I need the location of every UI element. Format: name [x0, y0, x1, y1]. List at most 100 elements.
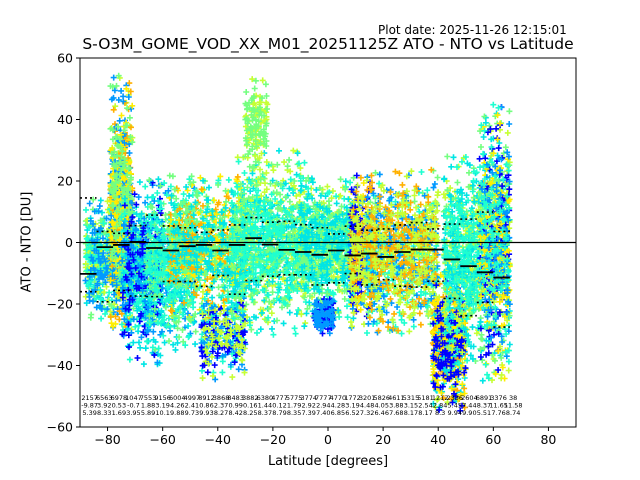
bin-stat-label: 8.27: [214, 409, 228, 417]
bin-stat-label: 4.48: [360, 401, 374, 409]
x-tick-label: 80: [540, 432, 556, 447]
bin-stat-label: 3.19: [345, 401, 359, 409]
bin-stat-label: 9156: [154, 394, 171, 402]
x-tick-label: 20: [375, 432, 391, 447]
bin-stat-label: 6978: [111, 394, 128, 402]
bin-stat-label: 6.52: [345, 409, 359, 417]
bin-stat-label: 6563: [96, 394, 113, 402]
bin-stat-label: 1772: [344, 394, 361, 402]
bin-stat-label: 4777: [271, 394, 288, 402]
bin-stat-label: 3774: [300, 394, 317, 402]
bin-stat-label: 8.37: [477, 401, 491, 409]
chart-title: S-O3M_GOME_VOD_XX_M01_20251125Z ATO - NT…: [82, 35, 574, 53]
bin-stat-label: 8912: [198, 394, 215, 402]
bin-stat-label: 7.68: [389, 409, 403, 417]
bin-stat-label: 2.84: [433, 401, 447, 409]
bin-stat-label: 5315: [403, 394, 420, 402]
bin-stat-label: 8.79: [272, 409, 286, 417]
bin-stat-label: 1.69: [112, 409, 126, 417]
bin-stat-label: 7.44: [462, 401, 476, 409]
scatter-cluster: [311, 296, 337, 337]
bin-stat-label: 2157: [81, 394, 98, 402]
bin-stat-label: 0.12: [272, 401, 286, 409]
bin-stat-label: 3.15: [404, 401, 418, 409]
bin-stat-label: 4.05: [374, 401, 388, 409]
x-tick-label: 40: [430, 432, 446, 447]
bin-stat-label: 2.37: [214, 401, 228, 409]
x-tick-label: −80: [94, 432, 120, 447]
bin-stat-label: 5775: [286, 394, 303, 402]
bin-stat-label: 11.65: [489, 401, 508, 409]
x-tick-label: −60: [149, 432, 175, 447]
bin-stat-label: 8.3: [435, 409, 445, 417]
bin-stat-label: 7777: [315, 394, 332, 402]
bin-stat-label: 0.86: [199, 401, 213, 409]
y-tick-label: 60: [57, 51, 73, 66]
bin-stat-label: 5826: [373, 394, 390, 402]
plot-area: 2157656369781047755391566004499789123868…: [80, 72, 576, 417]
bin-stat-label: 9.88: [170, 409, 184, 417]
bin-stat-label: 5.45: [448, 401, 462, 409]
bin-stat-label: 8483: [227, 394, 244, 402]
bin-stat-label: 11.58: [504, 401, 523, 409]
x-tick-label: 60: [485, 432, 501, 447]
x-tick-label: −40: [205, 432, 231, 447]
bin-stat-label: 4997: [184, 394, 201, 402]
bin-stat-label: 1047: [125, 394, 142, 402]
bin-stat-label: 4770: [330, 394, 347, 402]
bin-stat-label: 8.33: [97, 409, 111, 417]
bin-stat-label: 9.94: [448, 409, 462, 417]
bin-stat-label: 3.88: [389, 401, 403, 409]
bin-stat-label: 7.39: [301, 409, 315, 417]
bin-stat-label: 8.42: [228, 409, 242, 417]
bin-stat-label: 2604: [461, 394, 478, 402]
bin-stat-label: 8.17: [404, 409, 418, 417]
bin-stat-label: 7553: [140, 394, 157, 402]
bin-stat-label: 0.99: [228, 401, 242, 409]
bin-stat-label: 6380: [257, 394, 274, 402]
bin-stat-label: 8.25: [243, 409, 257, 417]
plot-date: Plot date: 2025-11-26 12:15:01: [378, 23, 567, 37]
scatter-points: [242, 77, 270, 183]
scatter-cluster: [297, 174, 359, 322]
bin-stat-label: 3868: [213, 394, 230, 402]
bin-stat-label: 3.95: [126, 409, 140, 417]
bin-stat-label: 4.26: [170, 401, 184, 409]
bin-stat-label: 7.32: [360, 409, 374, 417]
bin-stat-label: 6.85: [331, 409, 345, 417]
scatter-points: [119, 179, 166, 361]
bin-stat-label: 5.51: [477, 409, 491, 417]
y-tick-label: −60: [47, 420, 73, 435]
bin-stat-label: 6891: [476, 394, 493, 402]
bin-stat-label: 8.17: [418, 409, 432, 417]
x-tick-label: 0: [324, 432, 332, 447]
x-tick-label: −20: [260, 432, 286, 447]
bin-stat-label: 2.41: [185, 401, 199, 409]
bin-stat-label: 6.46: [374, 409, 388, 417]
scatter-points: [364, 168, 442, 335]
bin-stat-label: 9.93: [199, 409, 213, 417]
bin-stat-label: 6004: [169, 394, 186, 402]
y-tick-label: 20: [57, 174, 73, 189]
bin-stat-label: 1.88: [141, 401, 155, 409]
bin-stat-label: 2.92: [301, 401, 315, 409]
bin-stat-label: 8.35: [287, 409, 301, 417]
bin-stat-label: 2.54: [418, 401, 432, 409]
bin-stat-label: 4.28: [331, 401, 345, 409]
bin-stat-label: 2336: [446, 394, 463, 402]
bin-stat-label: 1212: [432, 394, 449, 402]
bin-stat-label: 5.89: [141, 409, 155, 417]
y-tick-label: −40: [47, 358, 73, 373]
bin-stat-label: 5181: [417, 394, 434, 402]
y-tick-label: 0: [65, 235, 73, 250]
bin-stat-label: 38: [509, 394, 517, 402]
bin-stat-label: -9.87: [81, 401, 98, 409]
bin-stat-label: 0.16: [243, 401, 257, 409]
bin-stat-label: 1.44: [258, 401, 272, 409]
bin-stat-label: 4611: [388, 394, 405, 402]
bin-stat-label: 10.1: [155, 409, 169, 417]
bin-stat-label: 3.19: [155, 401, 169, 409]
bin-stat-label: 8.37: [258, 409, 272, 417]
bin-stat-label: 3201: [359, 394, 376, 402]
